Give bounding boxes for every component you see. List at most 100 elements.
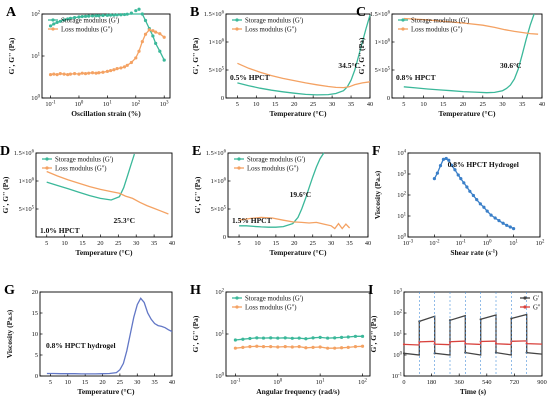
- x-axis-label: Angular frequency (rad/s): [256, 387, 340, 396]
- data-point: [134, 56, 138, 60]
- legend-marker: [523, 296, 527, 300]
- data-point: [456, 173, 460, 177]
- series-line-2: [239, 216, 351, 230]
- data-point: [438, 164, 443, 168]
- data-point: [158, 32, 162, 36]
- x-tick-label: 25: [115, 240, 121, 247]
- data-point: [68, 72, 73, 76]
- y-tick-label: 1×106: [211, 178, 227, 186]
- series-line-2: [237, 62, 371, 89]
- data-point: [353, 334, 358, 338]
- x-tick-label: 35: [151, 379, 157, 386]
- x-axis-label: Temperature (°C): [270, 109, 327, 118]
- x-tick-label: 102: [536, 240, 545, 248]
- data-point: [241, 345, 245, 349]
- data-point: [255, 344, 259, 348]
- y-tick-label: 100: [31, 95, 40, 103]
- x-tick-label: 30: [499, 101, 505, 108]
- y-tick-label: 1.5×106: [370, 11, 391, 19]
- data-point: [459, 177, 463, 181]
- data-point: [489, 213, 493, 217]
- data-point: [402, 343, 406, 346]
- series-line-2: [403, 340, 543, 346]
- x-tick-label: 10-1: [456, 240, 467, 248]
- series-line-2: [50, 29, 165, 76]
- series-line-1: [239, 152, 325, 228]
- data-point: [90, 14, 95, 18]
- y-tick-label: 5×105: [209, 67, 225, 75]
- data-point: [326, 346, 330, 350]
- x-axis-label: Oscillation strain (%): [71, 109, 141, 118]
- legend-marker: [51, 18, 55, 22]
- y-tick-label: 102: [215, 289, 224, 297]
- data-point: [52, 22, 56, 26]
- data-point: [115, 67, 119, 71]
- data-point: [510, 317, 513, 320]
- y-axis-label: G', G'' (Pa): [193, 176, 202, 213]
- data-point: [112, 68, 116, 72]
- annotation: 0.5% HPCT: [230, 73, 270, 82]
- x-tick-label: 360: [454, 379, 463, 386]
- y-tick-label: 101: [31, 53, 40, 61]
- y-tick-label: 1.5×106: [206, 150, 227, 158]
- plot-frame: [391, 13, 543, 99]
- annotation: 30.6°C: [500, 61, 522, 70]
- data-point: [66, 17, 70, 21]
- data-point: [494, 342, 498, 345]
- y-tick-label: 100: [393, 352, 402, 360]
- data-point: [269, 345, 273, 349]
- data-point: [143, 18, 148, 23]
- data-point: [105, 13, 109, 17]
- y-tick-label: 0: [221, 95, 224, 102]
- y-tick-label: 1.5×106: [14, 150, 35, 158]
- y-axis-label: G', G'' (Pa): [191, 315, 200, 352]
- data-point: [101, 13, 105, 18]
- data-point: [346, 335, 350, 339]
- x-tick-label: 20: [460, 101, 466, 108]
- data-point: [112, 13, 116, 17]
- x-tick-label: 25: [310, 101, 316, 108]
- data-point: [255, 336, 259, 340]
- data-point: [402, 352, 406, 355]
- data-point: [241, 337, 245, 341]
- data-point: [125, 12, 129, 16]
- legend-label: Storage modulus (G'): [245, 295, 303, 302]
- data-point: [360, 334, 365, 338]
- data-point: [122, 12, 127, 17]
- data-point: [55, 20, 59, 25]
- data-point: [140, 40, 144, 44]
- x-tick-label: 100: [273, 379, 282, 387]
- data-point: [158, 49, 162, 53]
- data-point: [450, 163, 454, 167]
- annotation: 25.3°C: [114, 216, 136, 225]
- y-axis-label: G', G'' (Pa): [191, 37, 200, 74]
- panel-label: F: [372, 144, 381, 159]
- y-tick-label: 1.5×106: [204, 11, 225, 19]
- x-tick-label: 180: [427, 379, 436, 386]
- panel-label: D: [0, 144, 10, 159]
- y-axis-label: G', G'' (Pa): [357, 37, 366, 74]
- y-axis-label: Viscosity (Pa.s): [373, 170, 382, 219]
- y-tick-label: 101: [397, 213, 406, 221]
- data-point: [501, 221, 505, 225]
- y-tick-label: 5: [35, 352, 38, 359]
- x-tick-label: 20: [97, 240, 103, 247]
- data-point: [447, 158, 451, 162]
- y-tick-label: 102: [397, 192, 406, 200]
- x-tick-label: 30: [133, 240, 139, 247]
- data-point: [339, 346, 344, 350]
- legend-label: Storage modulus (G'): [247, 156, 305, 163]
- data-point: [94, 71, 98, 75]
- data-point: [511, 227, 516, 231]
- y-tick-label: 101: [393, 331, 402, 339]
- data-point: [453, 168, 457, 172]
- x-tick-label: 10: [420, 101, 426, 108]
- data-point: [333, 346, 337, 350]
- y-tick-label: 10-1: [392, 373, 403, 381]
- x-tick-label: 40: [539, 101, 545, 108]
- data-point: [508, 225, 512, 229]
- data-point: [62, 18, 66, 22]
- y-tick-label: 1×106: [19, 178, 35, 186]
- x-axis-label: Temperature (°C): [439, 109, 496, 118]
- annotation: 0.8% HPCT Hydrogel: [448, 160, 519, 169]
